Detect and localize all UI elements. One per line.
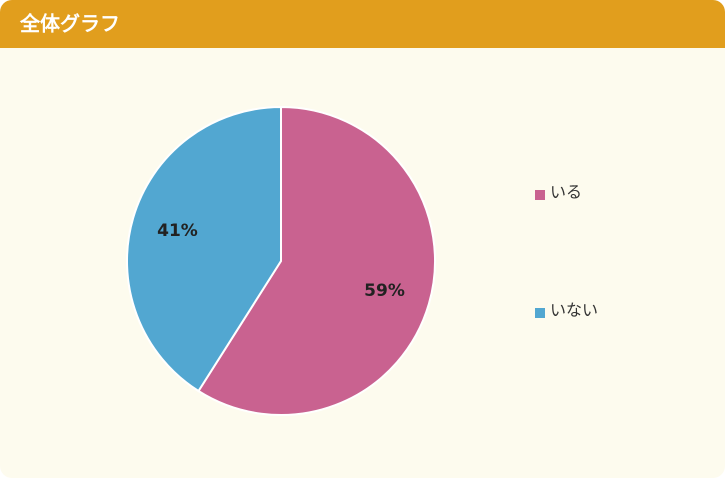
data-label: 41% (157, 221, 198, 241)
legend-swatch (535, 190, 545, 200)
pie-slice (126, 105, 282, 393)
legend-label: いる (550, 183, 582, 202)
header-bar (0, 0, 725, 48)
chart-title: 全体グラフ (19, 12, 120, 36)
pie-slice (197, 105, 436, 416)
pie: 59% 41% (126, 105, 436, 416)
data-label: 59% (364, 281, 405, 301)
legend-swatch (535, 308, 545, 318)
legend-label: いない (550, 301, 598, 320)
